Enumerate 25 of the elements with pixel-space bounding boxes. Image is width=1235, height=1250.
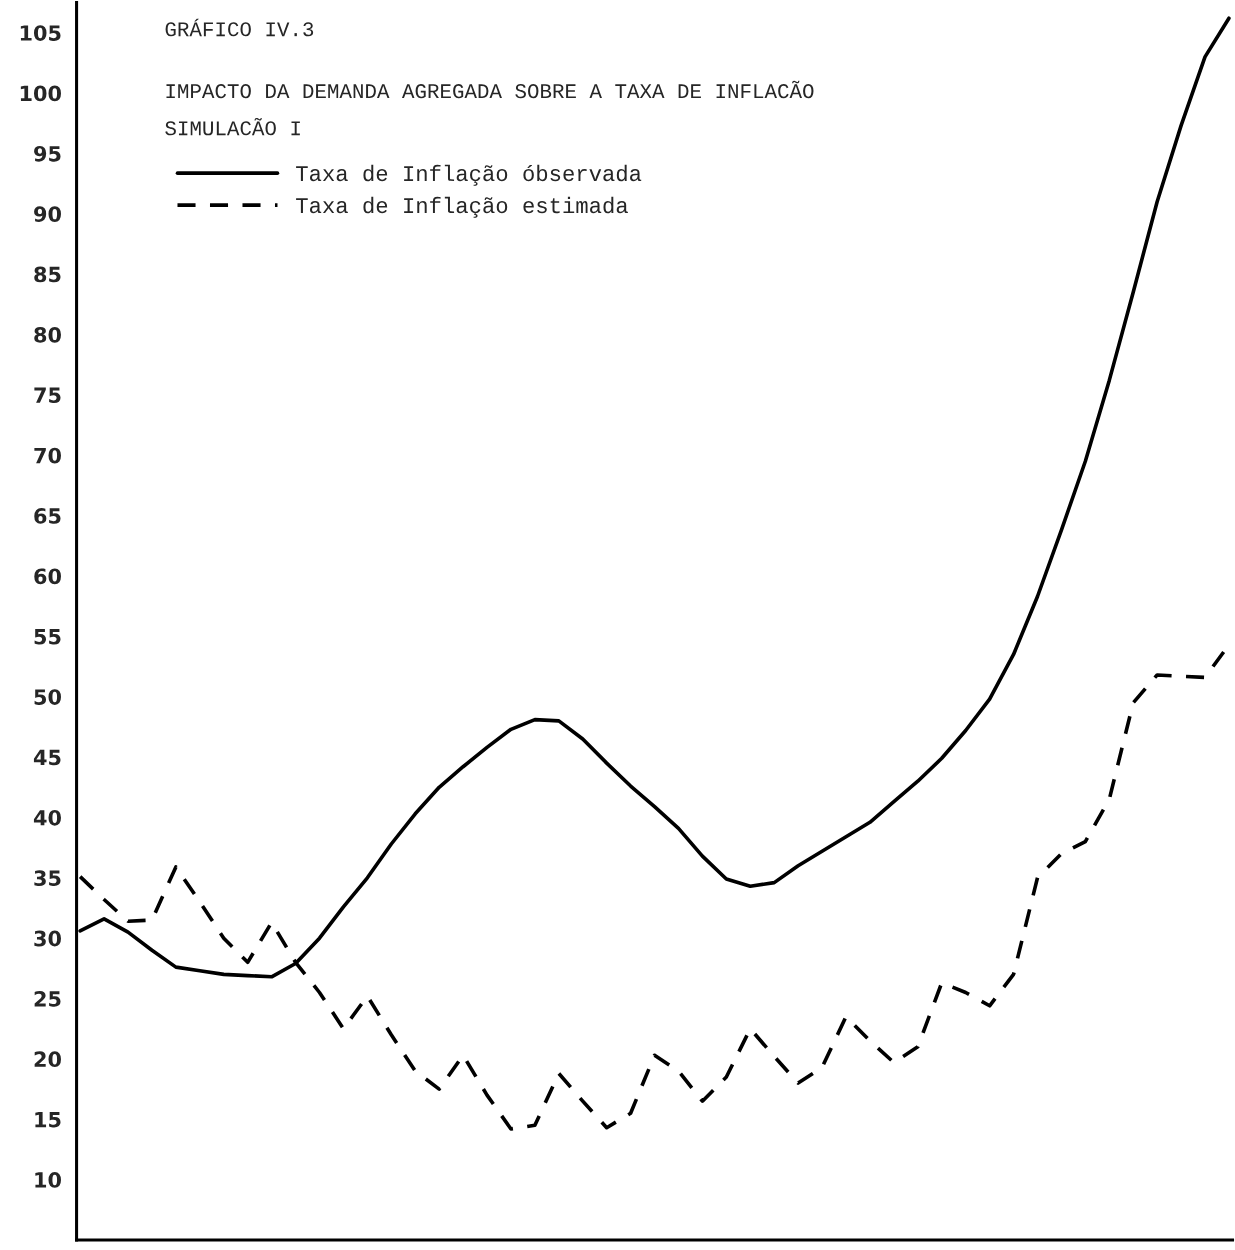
text: SIMULACÃO I — [165, 117, 300, 136]
legend-label: Taxa de Inflação óbservada — [296, 164, 642, 186]
y-tick-label: 65 — [34, 508, 61, 524]
y-tick-label: 20 — [34, 1051, 61, 1068]
y-tick-label: 70 — [34, 447, 61, 464]
annotation: GRÁFICO IV.3 — [165, 18, 314, 37]
y-tick-label: 60 — [34, 568, 61, 585]
y-tick-label: 50 — [34, 689, 61, 705]
y-tick-label: 55 — [34, 629, 61, 645]
y-tick-label: 25 — [34, 990, 61, 1007]
y-tick-label: 45 — [33, 749, 61, 766]
y-tick-label: 35 — [34, 870, 61, 887]
y-tick-label: 40 — [33, 809, 61, 826]
text: IMPACTO DA DEMANDA AGREGADA SOBRE A TAXA DE INFLACÃO — [166, 80, 814, 99]
y-tick-label: 90 — [34, 206, 61, 222]
y-tick-label: 30 — [34, 930, 61, 947]
y-tick-label: 75 — [34, 387, 61, 404]
y-tick-label: 85 — [34, 266, 61, 283]
y-tick-label: 95 — [34, 145, 61, 162]
y-tick-label: 10 — [35, 1172, 61, 1188]
y-tick-label: 80 — [34, 326, 61, 343]
y-tick-label: 15 — [35, 1111, 61, 1128]
y-tick-label: 105 — [20, 25, 61, 41]
y-tick-label: 100 — [20, 85, 61, 102]
legend-label: Taxa de Inflação estimada — [296, 196, 628, 218]
